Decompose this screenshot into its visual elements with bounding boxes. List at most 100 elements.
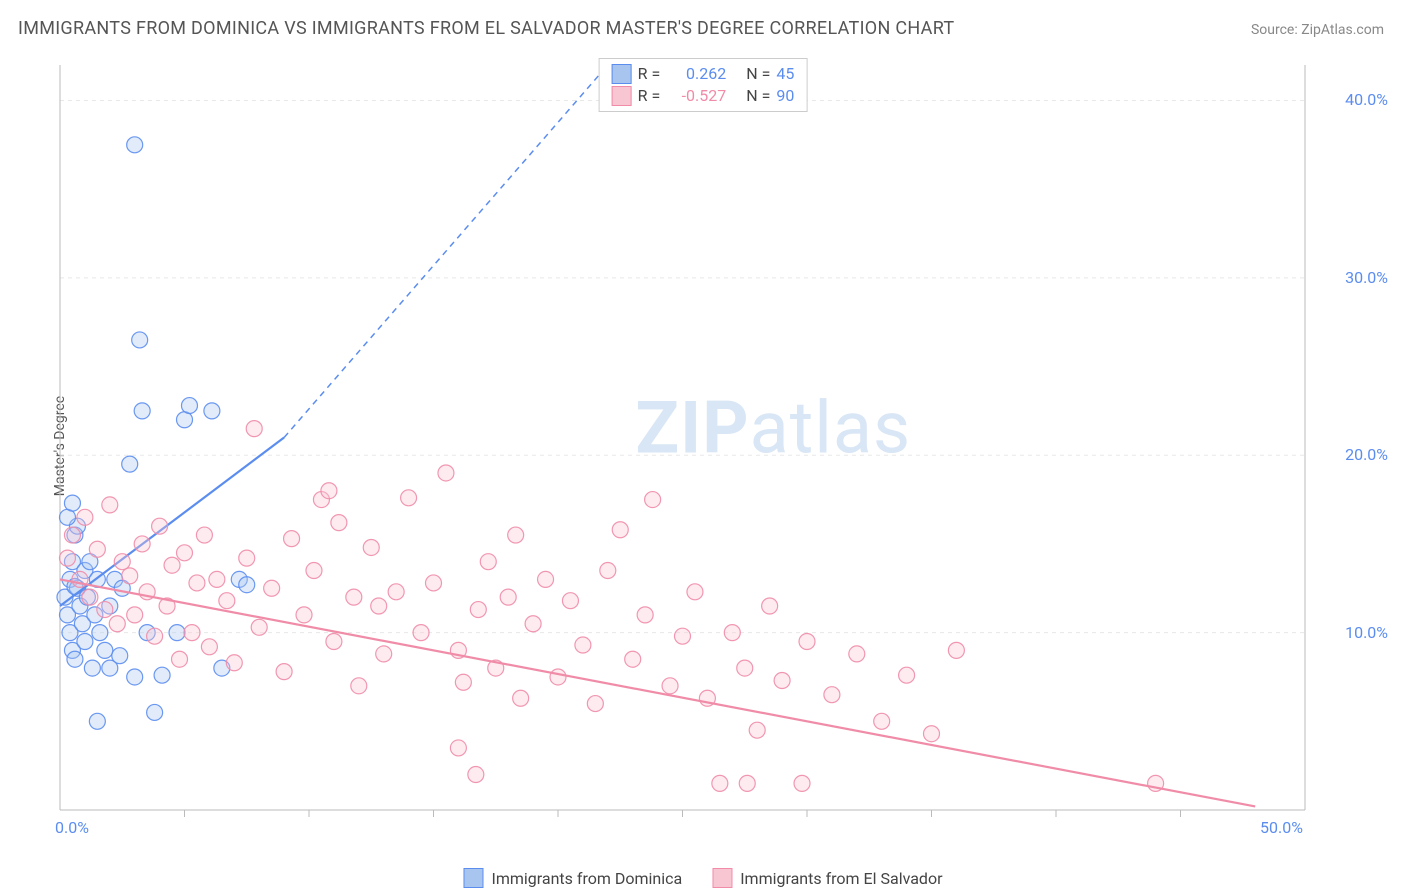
- data-point: [59, 509, 75, 525]
- data-point: [450, 740, 466, 756]
- data-point: [264, 580, 280, 596]
- data-point: [89, 541, 105, 557]
- legend-label: Immigrants from Dominica: [491, 869, 682, 888]
- data-point: [134, 536, 150, 552]
- data-point: [675, 628, 691, 644]
- legend-row: R = -0.527 N = 90: [612, 85, 795, 107]
- data-point: [67, 651, 83, 667]
- data-point: [413, 625, 429, 641]
- legend-swatch: [612, 86, 632, 106]
- data-point: [97, 602, 113, 618]
- data-point: [724, 625, 740, 641]
- data-point: [122, 456, 138, 472]
- data-point: [127, 607, 143, 623]
- data-point: [114, 554, 130, 570]
- data-point: [388, 584, 404, 600]
- data-point: [948, 642, 964, 658]
- data-point: [480, 554, 496, 570]
- data-point: [508, 527, 524, 543]
- data-point: [306, 563, 322, 579]
- data-point: [109, 616, 125, 632]
- n-label: N =: [746, 85, 770, 107]
- data-point: [550, 669, 566, 685]
- y-tick-label: 20.0%: [1345, 445, 1388, 464]
- data-point: [239, 577, 255, 593]
- data-point: [525, 616, 541, 632]
- data-point: [924, 726, 940, 742]
- data-point: [246, 421, 262, 437]
- data-point: [468, 767, 484, 783]
- data-point: [470, 602, 486, 618]
- data-point: [276, 664, 292, 680]
- data-point: [363, 539, 379, 555]
- data-point: [562, 593, 578, 609]
- x-tick-label: 0.0%: [55, 818, 89, 837]
- plot-area: [50, 55, 1370, 845]
- data-point: [296, 607, 312, 623]
- data-point: [371, 598, 387, 614]
- r-value: 0.262: [666, 63, 726, 85]
- data-point: [134, 403, 150, 419]
- data-point: [147, 628, 163, 644]
- data-point: [513, 690, 529, 706]
- data-point: [102, 497, 118, 513]
- data-point: [587, 696, 603, 712]
- data-point: [239, 550, 255, 566]
- data-point: [455, 674, 471, 690]
- r-label: R =: [638, 85, 661, 107]
- data-point: [874, 713, 890, 729]
- data-point: [177, 545, 193, 561]
- n-label: N =: [746, 63, 770, 85]
- data-point: [500, 589, 516, 605]
- data-point: [824, 687, 840, 703]
- data-point: [426, 575, 442, 591]
- legend-row: R = 0.262 N = 45: [612, 63, 795, 85]
- data-point: [712, 775, 728, 791]
- data-point: [774, 673, 790, 689]
- data-point: [209, 571, 225, 587]
- data-point: [538, 571, 554, 587]
- data-point: [625, 651, 641, 667]
- data-point: [132, 332, 148, 348]
- data-point: [64, 495, 80, 511]
- data-point: [737, 660, 753, 676]
- data-point: [97, 642, 113, 658]
- legend-swatch: [463, 868, 483, 888]
- data-point: [84, 660, 100, 676]
- data-point: [351, 678, 367, 694]
- scatter-chart: [50, 55, 1370, 845]
- data-point: [794, 775, 810, 791]
- data-point: [326, 633, 342, 649]
- data-point: [164, 557, 180, 573]
- legend-swatch: [612, 64, 632, 84]
- data-point: [181, 398, 197, 414]
- regression-line-dashed: [284, 65, 608, 438]
- data-point: [77, 633, 93, 649]
- data-point: [739, 775, 755, 791]
- correlation-legend: R = 0.262 N = 45 R = -0.527 N = 90: [599, 58, 808, 112]
- y-tick-label: 10.0%: [1345, 623, 1388, 642]
- chart-title: IMMIGRANTS FROM DOMINICA VS IMMIGRANTS F…: [18, 18, 954, 39]
- data-point: [687, 584, 703, 600]
- data-point: [284, 531, 300, 547]
- data-point: [331, 515, 347, 531]
- data-point: [196, 527, 212, 543]
- x-tick-label: 50.0%: [1260, 818, 1303, 837]
- data-point: [204, 403, 220, 419]
- data-point: [899, 667, 915, 683]
- data-point: [849, 646, 865, 662]
- data-point: [59, 550, 75, 566]
- data-point: [64, 527, 80, 543]
- data-point: [612, 522, 628, 538]
- data-point: [177, 412, 193, 428]
- n-value: 90: [776, 85, 794, 107]
- data-point: [645, 492, 661, 508]
- data-point: [226, 655, 242, 671]
- r-label: R =: [638, 63, 661, 85]
- data-point: [799, 633, 815, 649]
- legend-label: Immigrants from El Salvador: [740, 869, 942, 888]
- data-point: [219, 593, 235, 609]
- data-point: [154, 667, 170, 683]
- data-point: [575, 637, 591, 653]
- series-legend: Immigrants from Dominica Immigrants from…: [463, 868, 942, 888]
